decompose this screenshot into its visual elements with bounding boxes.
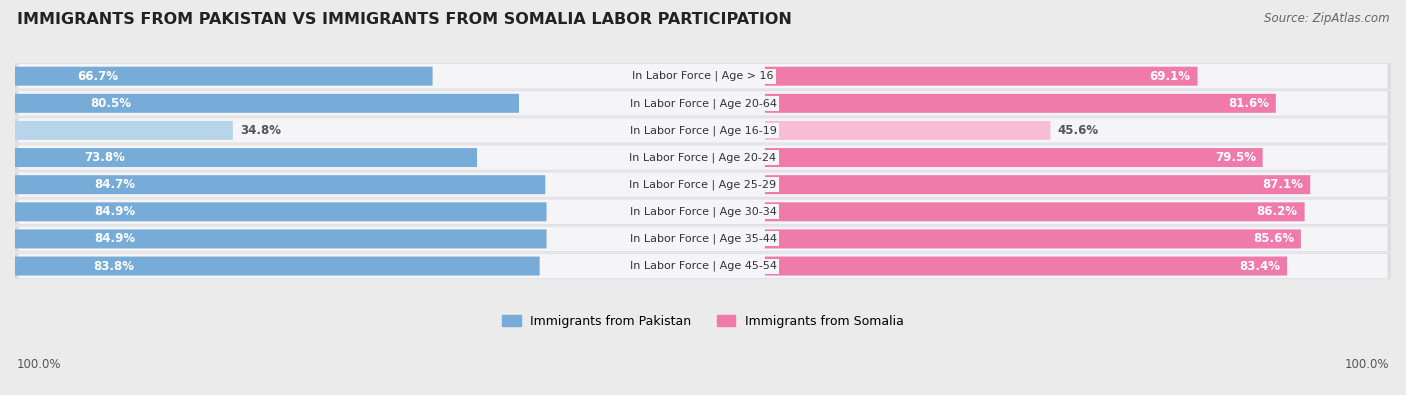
Text: 80.5%: 80.5%	[90, 97, 132, 110]
FancyBboxPatch shape	[765, 256, 1286, 276]
FancyBboxPatch shape	[765, 67, 1198, 86]
Text: In Labor Force | Age 35-44: In Labor Force | Age 35-44	[630, 234, 776, 244]
FancyBboxPatch shape	[18, 227, 1388, 251]
Text: 100.0%: 100.0%	[1344, 358, 1389, 371]
Text: 86.2%: 86.2%	[1257, 205, 1298, 218]
Text: 84.9%: 84.9%	[94, 232, 136, 245]
FancyBboxPatch shape	[15, 121, 233, 140]
FancyBboxPatch shape	[18, 173, 1388, 197]
FancyBboxPatch shape	[765, 202, 1305, 221]
FancyBboxPatch shape	[15, 253, 1391, 279]
FancyBboxPatch shape	[15, 256, 540, 276]
Legend: Immigrants from Pakistan, Immigrants from Somalia: Immigrants from Pakistan, Immigrants fro…	[496, 310, 910, 333]
Text: In Labor Force | Age 20-24: In Labor Force | Age 20-24	[630, 152, 776, 163]
Text: In Labor Force | Age 16-19: In Labor Force | Age 16-19	[630, 125, 776, 136]
Text: In Labor Force | Age 20-64: In Labor Force | Age 20-64	[630, 98, 776, 109]
FancyBboxPatch shape	[765, 94, 1275, 113]
FancyBboxPatch shape	[15, 145, 1391, 171]
Text: 85.6%: 85.6%	[1253, 232, 1294, 245]
Text: 73.8%: 73.8%	[84, 151, 125, 164]
FancyBboxPatch shape	[765, 148, 1263, 167]
Text: Source: ZipAtlas.com: Source: ZipAtlas.com	[1264, 12, 1389, 25]
Text: 81.6%: 81.6%	[1227, 97, 1270, 110]
Text: 45.6%: 45.6%	[1057, 124, 1098, 137]
Text: 84.7%: 84.7%	[94, 178, 135, 191]
FancyBboxPatch shape	[765, 175, 1310, 194]
FancyBboxPatch shape	[18, 199, 1388, 224]
FancyBboxPatch shape	[765, 121, 1050, 140]
FancyBboxPatch shape	[15, 229, 547, 248]
Text: 66.7%: 66.7%	[77, 70, 118, 83]
FancyBboxPatch shape	[18, 145, 1388, 170]
Text: 84.9%: 84.9%	[94, 205, 136, 218]
FancyBboxPatch shape	[18, 91, 1388, 115]
FancyBboxPatch shape	[18, 118, 1388, 143]
FancyBboxPatch shape	[15, 63, 1391, 89]
FancyBboxPatch shape	[765, 229, 1301, 248]
FancyBboxPatch shape	[15, 199, 1391, 225]
Text: 69.1%: 69.1%	[1150, 70, 1191, 83]
Text: In Labor Force | Age 25-29: In Labor Force | Age 25-29	[630, 179, 776, 190]
FancyBboxPatch shape	[18, 254, 1388, 278]
Text: 34.8%: 34.8%	[240, 124, 281, 137]
Text: 83.4%: 83.4%	[1239, 260, 1281, 273]
Text: In Labor Force | Age 30-34: In Labor Force | Age 30-34	[630, 207, 776, 217]
FancyBboxPatch shape	[18, 64, 1388, 88]
FancyBboxPatch shape	[15, 90, 1391, 117]
Text: 79.5%: 79.5%	[1215, 151, 1256, 164]
FancyBboxPatch shape	[15, 94, 519, 113]
Text: 87.1%: 87.1%	[1263, 178, 1303, 191]
FancyBboxPatch shape	[15, 148, 477, 167]
FancyBboxPatch shape	[15, 175, 546, 194]
Text: In Labor Force | Age 45-54: In Labor Force | Age 45-54	[630, 261, 776, 271]
FancyBboxPatch shape	[15, 172, 1391, 198]
FancyBboxPatch shape	[15, 226, 1391, 252]
Text: 83.8%: 83.8%	[94, 260, 135, 273]
FancyBboxPatch shape	[15, 67, 433, 86]
FancyBboxPatch shape	[15, 117, 1391, 143]
Text: In Labor Force | Age > 16: In Labor Force | Age > 16	[633, 71, 773, 81]
FancyBboxPatch shape	[15, 202, 547, 221]
Text: IMMIGRANTS FROM PAKISTAN VS IMMIGRANTS FROM SOMALIA LABOR PARTICIPATION: IMMIGRANTS FROM PAKISTAN VS IMMIGRANTS F…	[17, 12, 792, 27]
Text: 100.0%: 100.0%	[17, 358, 62, 371]
